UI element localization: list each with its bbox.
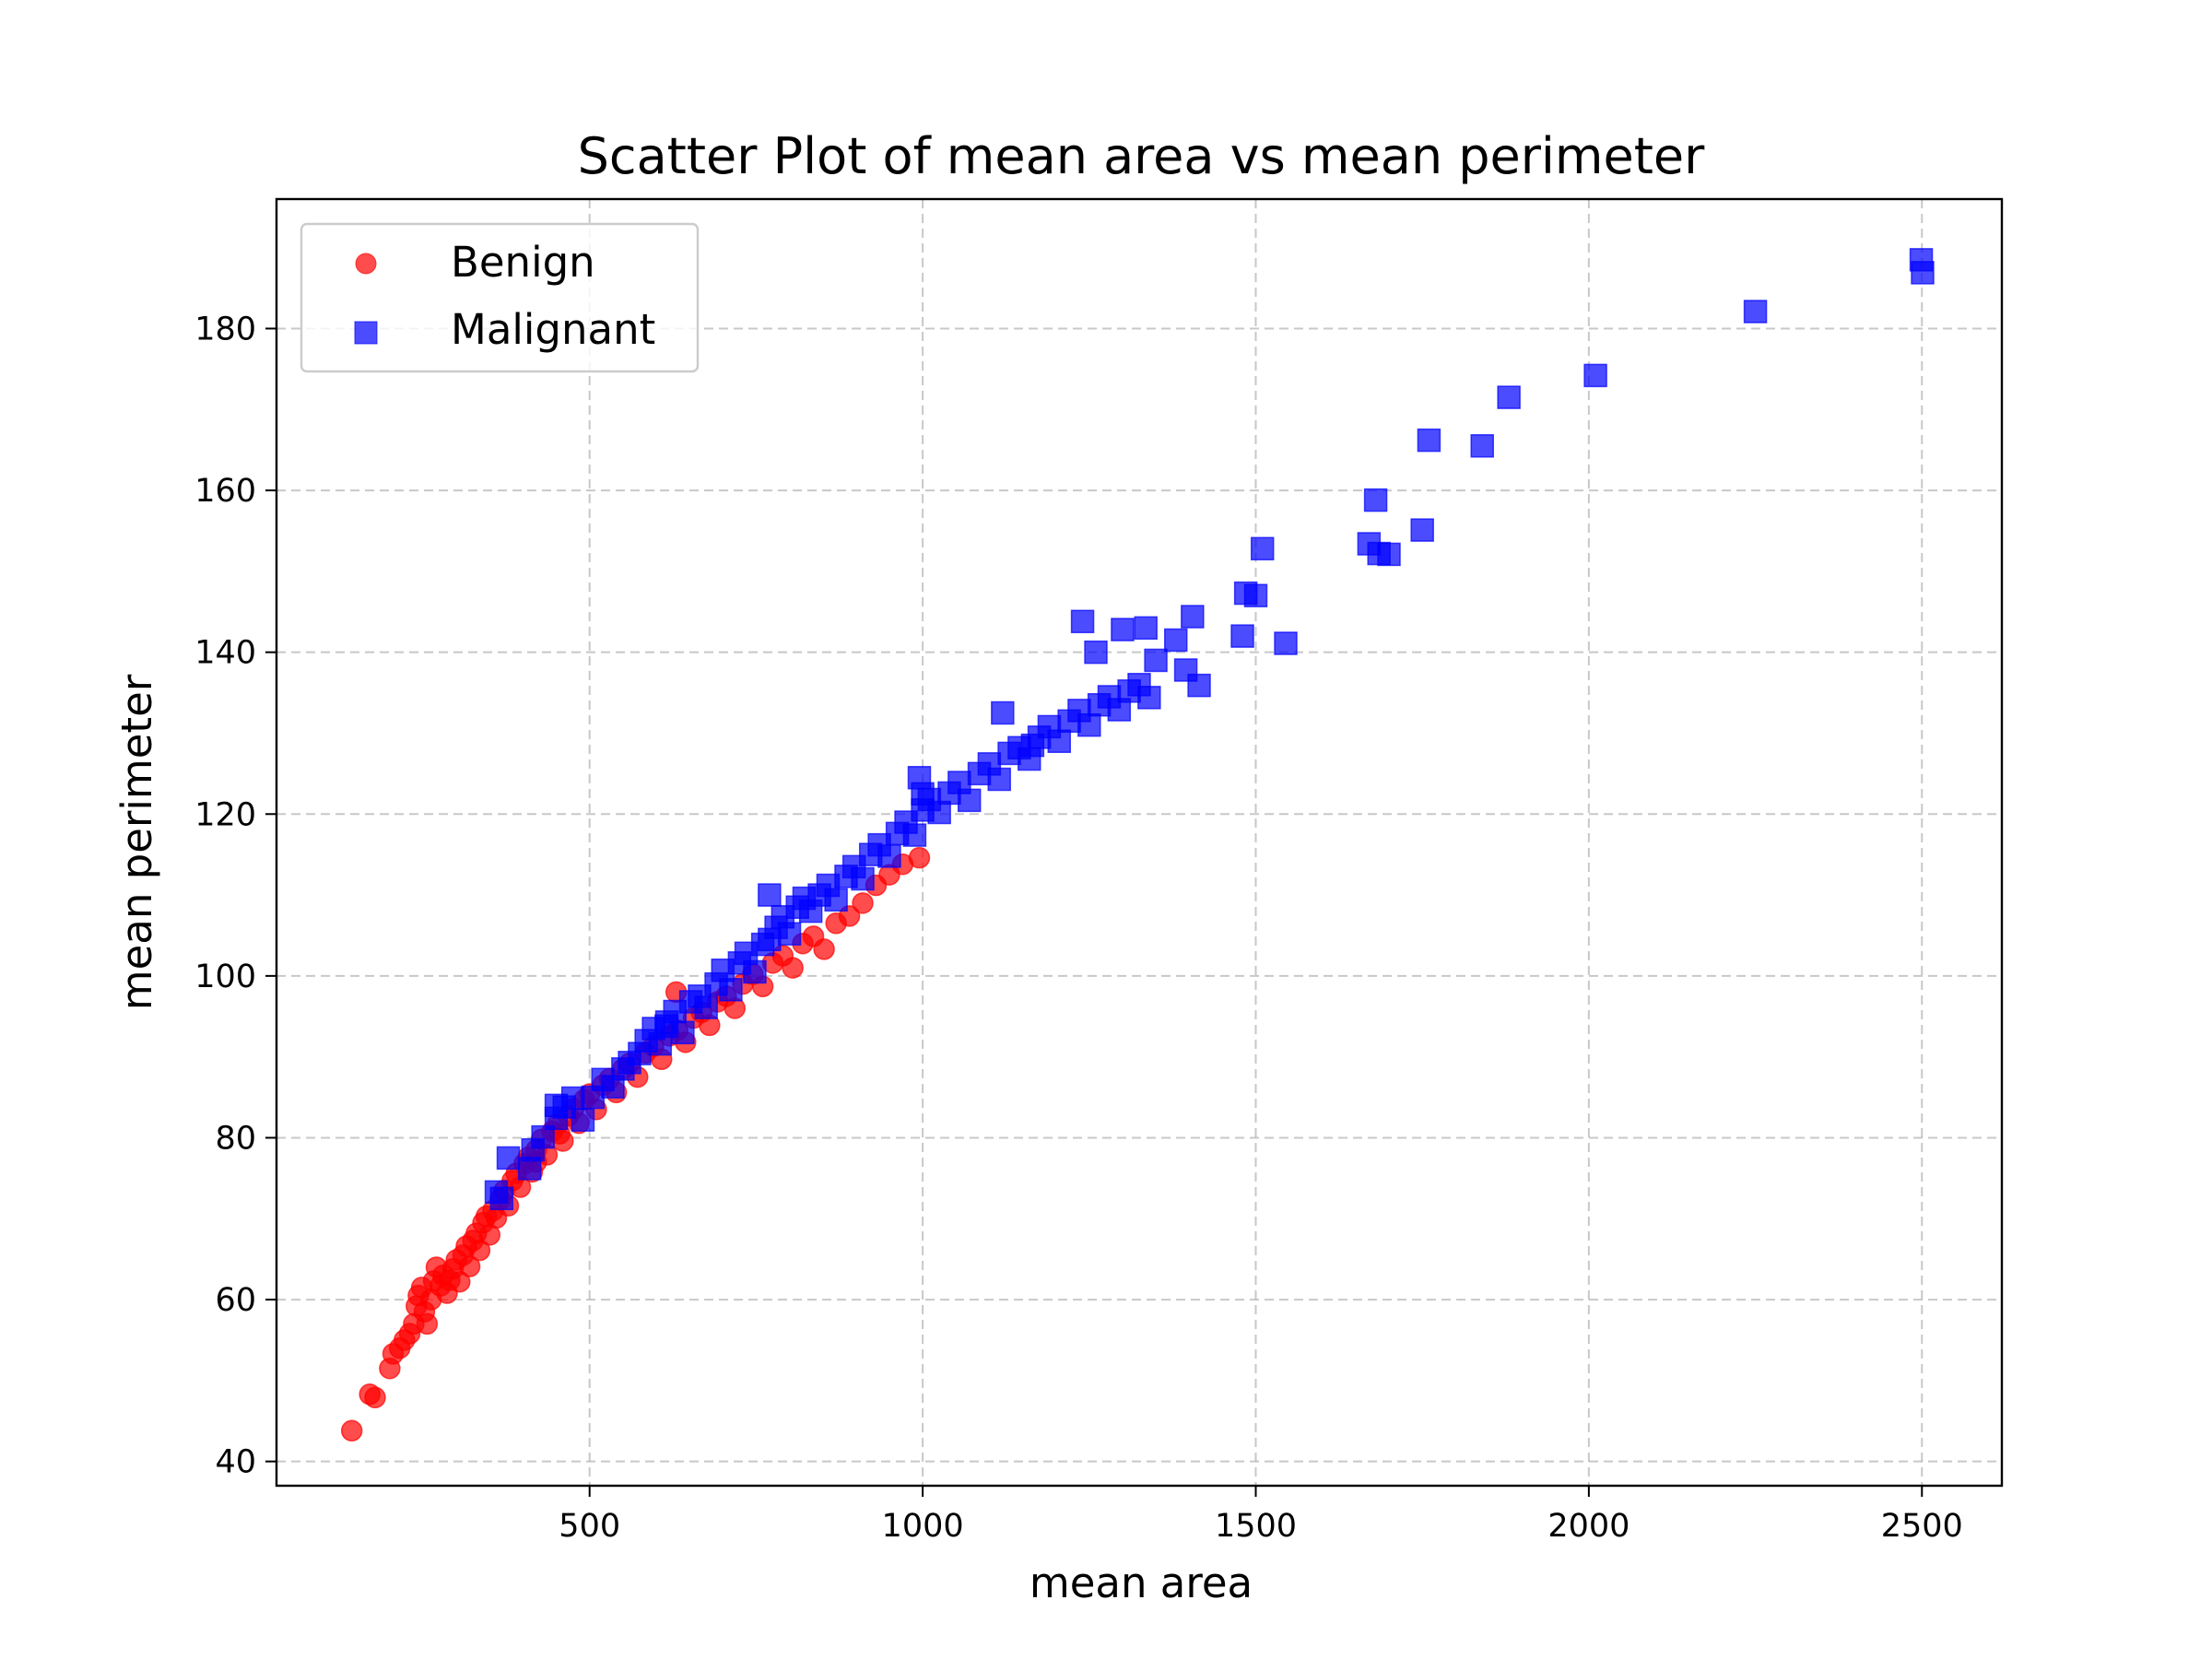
malignant-point [1047, 729, 1072, 754]
y-tick-label: 120 [194, 796, 256, 833]
y-tick-label: 40 [215, 1444, 256, 1481]
malignant-point [1181, 605, 1205, 629]
malignant-point [1134, 616, 1158, 641]
malignant-point [496, 1146, 521, 1171]
legend-benign-marker [355, 253, 377, 275]
y-tick-label: 180 [194, 311, 256, 347]
benign-point [908, 846, 931, 869]
malignant-point [1363, 488, 1388, 512]
legend-box [300, 222, 700, 373]
malignant-point [1077, 712, 1101, 737]
malignant-point [1187, 673, 1211, 698]
malignant-point [987, 767, 1011, 792]
malignant-point [957, 788, 982, 813]
y-tick-label: 80 [215, 1120, 256, 1157]
x-axis-label: mean area [1030, 1559, 1253, 1607]
malignant-point [694, 995, 718, 1019]
malignant-point [1911, 261, 1935, 285]
legend: Benign Malignant [300, 222, 700, 373]
benign-point [782, 957, 804, 979]
malignant-point [911, 782, 935, 806]
y-axis-label: mean perimeter [112, 674, 161, 1010]
malignant-point [654, 1014, 678, 1039]
x-tick-label: 1000 [882, 1508, 964, 1545]
malignant-point [489, 1186, 514, 1211]
malignant-point [1250, 536, 1275, 561]
malignant-point [991, 700, 1015, 725]
chart-title: Scatter Plot of mean area vs mean perime… [578, 127, 1706, 185]
benign-point [364, 1386, 386, 1409]
y-tick-label: 140 [194, 635, 256, 672]
malignant-point [877, 844, 901, 868]
x-tick-label: 500 [559, 1508, 620, 1545]
malignant-point [1497, 385, 1521, 409]
benign-point [852, 892, 874, 914]
malignant-point [851, 866, 875, 891]
y-axis: 40 60 80 100 120 140 160 180 [194, 311, 276, 1481]
malignant-point [1144, 648, 1168, 673]
malignant-point [1583, 363, 1607, 388]
malignant-point [1070, 609, 1095, 634]
malignant-point [824, 888, 848, 912]
malignant-point [1243, 583, 1268, 607]
benign-point [458, 1255, 481, 1277]
benign-point [340, 1419, 363, 1442]
malignant-point [758, 883, 782, 907]
malignant-point [1137, 686, 1161, 710]
x-tick-label: 1500 [1215, 1508, 1297, 1545]
benign-point [813, 938, 835, 960]
malignant-point [571, 1108, 595, 1132]
malignant-point [743, 959, 767, 984]
y-tick-label: 60 [215, 1282, 256, 1319]
malignant-point [1410, 518, 1434, 542]
legend-malignant-label: Malignant [451, 305, 655, 354]
legend-benign-label: Benign [451, 238, 595, 287]
benign-point [416, 1312, 439, 1335]
x-axis: 500 1000 1500 2000 2500 [559, 1486, 1963, 1545]
legend-malignant-marker [354, 321, 378, 345]
malignant-point [1111, 618, 1135, 641]
malignant-point [1417, 428, 1441, 453]
malignant-point [777, 922, 802, 946]
malignant-point [719, 978, 743, 1002]
malignant-series [484, 248, 1935, 1211]
y-tick-label: 100 [194, 959, 256, 995]
malignant-point [1743, 300, 1768, 324]
plot-area-frame [275, 197, 2004, 1488]
malignant-point [902, 823, 927, 847]
benign-point [449, 1270, 471, 1293]
malignant-point [1274, 631, 1298, 655]
malignant-point [1164, 628, 1188, 653]
malignant-point [1230, 624, 1254, 648]
malignant-point [1377, 542, 1401, 567]
y-tick-label: 160 [194, 473, 256, 510]
malignant-point [544, 1093, 569, 1118]
x-tick-label: 2000 [1547, 1508, 1630, 1545]
benign-point [468, 1239, 491, 1262]
malignant-point [1020, 733, 1045, 758]
malignant-point [1084, 640, 1108, 665]
x-tick-label: 2500 [1881, 1508, 1963, 1545]
malignant-point [1470, 434, 1494, 458]
